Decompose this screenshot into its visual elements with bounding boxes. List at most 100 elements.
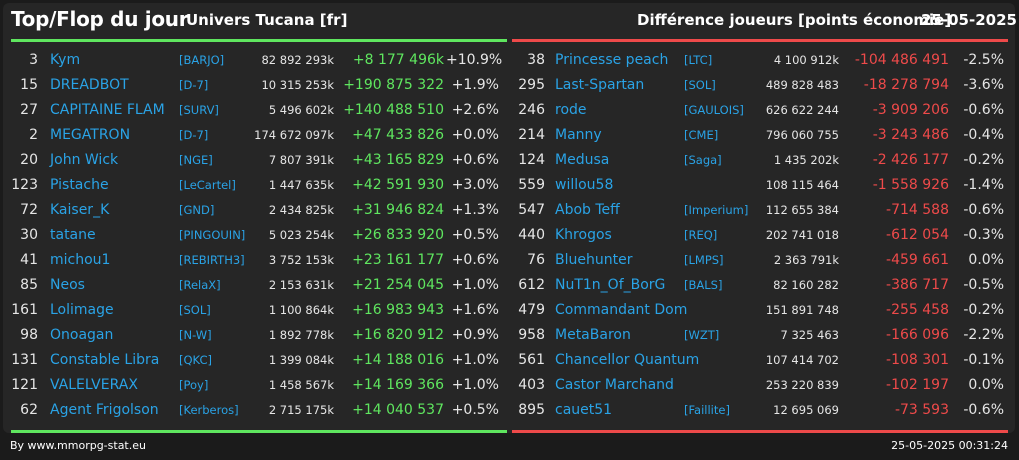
top-tag[interactable]: [Poy] bbox=[179, 378, 209, 392]
top-tag[interactable]: [REBIRTH3] bbox=[179, 253, 245, 267]
top-name[interactable]: Kym bbox=[50, 52, 81, 68]
flop-name[interactable]: cauet51 bbox=[555, 402, 613, 418]
top-name[interactable]: MEGATRON bbox=[50, 127, 131, 143]
flop-tag[interactable]: [GAULOIS] bbox=[684, 103, 744, 117]
top-name[interactable]: tatane bbox=[50, 227, 96, 243]
flop-diff: -108 301 bbox=[886, 352, 949, 368]
top-name[interactable]: Neos bbox=[50, 277, 85, 293]
top-name[interactable]: Constable Libra bbox=[50, 352, 160, 368]
flop-tag[interactable]: [BALS] bbox=[684, 278, 723, 292]
top-tag[interactable]: [BARJO] bbox=[179, 53, 225, 67]
flop-pct: -1.4% bbox=[963, 177, 1004, 193]
top-name[interactable]: DREADBOT bbox=[50, 77, 129, 93]
top-diff: +16 983 943 bbox=[352, 302, 444, 318]
top-name[interactable]: Pistache bbox=[50, 177, 109, 193]
flop-name[interactable]: Princesse peach bbox=[555, 52, 669, 68]
flop-rank: 246 bbox=[518, 102, 545, 118]
flop-pct: -2.5% bbox=[963, 52, 1004, 68]
flop-diff: -3 243 486 bbox=[872, 127, 949, 143]
top-pct: +1.3% bbox=[451, 202, 499, 218]
top-row: 131 Constable Libra [QKC] 1 399 084k +14 188… bbox=[0, 348, 1019, 373]
top-tag[interactable]: [QKC] bbox=[179, 353, 212, 367]
top-pct: +1.0% bbox=[451, 277, 499, 293]
flop-diff: -1 558 926 bbox=[872, 177, 949, 193]
footer-source[interactable]: By www.mmorpg-stat.eu bbox=[10, 439, 146, 452]
top-divider-red bbox=[512, 39, 1008, 42]
flop-rank: 958 bbox=[518, 327, 545, 343]
flop-name[interactable]: willou58 bbox=[555, 177, 614, 193]
top-tag[interactable]: [D-7] bbox=[179, 128, 209, 142]
flop-row: 38 Princesse peach [LTC] 4 100 912k -104 486… bbox=[0, 48, 1019, 73]
top-divider-green bbox=[11, 39, 507, 42]
top-tag[interactable]: [SOL] bbox=[179, 303, 211, 317]
flop-tag[interactable]: [LMPS] bbox=[684, 253, 724, 267]
flop-name[interactable]: Last-Spartan bbox=[555, 77, 645, 93]
flop-pct: 0.0% bbox=[968, 377, 1004, 393]
top-name[interactable]: michou1 bbox=[50, 252, 111, 268]
top-name[interactable]: Kaiser_K bbox=[50, 202, 110, 218]
flop-name[interactable]: Commandant Dom bbox=[555, 302, 688, 318]
top-name[interactable]: John Wick bbox=[50, 152, 119, 168]
top-diff: +14 040 537 bbox=[352, 402, 444, 418]
flop-row: 403 Castor Marchand 253 220 839 -102 197 0.0… bbox=[0, 373, 1019, 398]
top-row: 121 VALELVERAX [Poy] 1 458 567k +14 169 366 +… bbox=[0, 373, 1019, 398]
top-score: 82 892 293k bbox=[261, 53, 334, 67]
flop-tag[interactable]: [WZT] bbox=[684, 328, 720, 342]
top-tag[interactable]: [SURV] bbox=[179, 103, 219, 117]
flop-tag[interactable]: [SOL] bbox=[684, 78, 716, 92]
top-tag[interactable]: [GND] bbox=[179, 203, 215, 217]
top-row: 30 tatane [PINGOUIN] 5 023 254k +26 833 920 +… bbox=[0, 223, 1019, 248]
flop-name[interactable]: MetaBaron bbox=[555, 327, 631, 343]
top-score: 1 458 567k bbox=[268, 378, 334, 392]
top-pct: +1.9% bbox=[451, 77, 499, 93]
top-tag[interactable]: [NGE] bbox=[179, 153, 213, 167]
flop-name[interactable]: Medusa bbox=[555, 152, 610, 168]
top-rank: 20 bbox=[20, 152, 38, 168]
flop-name[interactable]: rode bbox=[555, 102, 587, 118]
top-row: 15 DREADBOT [D-7] 10 315 253k +190 875 322 +1… bbox=[0, 73, 1019, 98]
flop-diff: -73 593 bbox=[894, 402, 949, 418]
flop-pct: 0.0% bbox=[968, 252, 1004, 268]
flop-diff: -612 054 bbox=[886, 227, 949, 243]
flop-name[interactable]: Chancellor Quantum bbox=[555, 352, 700, 368]
flop-name[interactable]: Khrogos bbox=[555, 227, 612, 243]
flop-name[interactable]: NuT1n_Of_BorG bbox=[555, 277, 666, 293]
top-row: 72 Kaiser_K [GND] 2 434 825k +31 946 824 +1.3… bbox=[0, 198, 1019, 223]
flop-tag[interactable]: [Faillite] bbox=[684, 403, 730, 417]
flop-name[interactable]: Bluehunter bbox=[555, 252, 633, 268]
flop-pct: -0.6% bbox=[963, 402, 1004, 418]
flop-score: 796 060 755 bbox=[765, 128, 839, 142]
top-pct: +0.6% bbox=[451, 252, 499, 268]
flop-rank: 547 bbox=[518, 202, 545, 218]
top-score: 1 399 084k bbox=[268, 353, 334, 367]
top-name[interactable]: Lolimage bbox=[50, 302, 114, 318]
flop-tag[interactable]: [REQ] bbox=[684, 228, 718, 242]
top-tag[interactable]: [N-W] bbox=[179, 328, 212, 342]
top-tag[interactable]: [D-7] bbox=[179, 78, 209, 92]
flop-tag[interactable]: [CME] bbox=[684, 128, 719, 142]
top-name[interactable]: Onoagan bbox=[50, 327, 114, 343]
top-name[interactable]: VALELVERAX bbox=[50, 377, 138, 393]
flop-score: 253 220 839 bbox=[765, 378, 839, 392]
top-tag[interactable]: [PINGOUIN] bbox=[179, 228, 246, 242]
top-tag[interactable]: [RelaX] bbox=[179, 278, 221, 292]
top-tag[interactable]: [LeCartel] bbox=[179, 178, 236, 192]
flop-pct: -0.2% bbox=[963, 152, 1004, 168]
flop-name[interactable]: Manny bbox=[555, 127, 602, 143]
flop-tag[interactable]: [LTC] bbox=[684, 53, 713, 67]
top-row: 98 Onoagan [N-W] 1 892 778k +16 820 912 +0.9% bbox=[0, 323, 1019, 348]
top-rank: 98 bbox=[20, 327, 38, 343]
flop-name[interactable]: Castor Marchand bbox=[555, 377, 674, 393]
flop-score: 202 741 018 bbox=[765, 228, 839, 242]
flop-name[interactable]: Abob Teff bbox=[555, 202, 620, 218]
top-diff: +21 254 045 bbox=[352, 277, 444, 293]
top-tag[interactable]: [Kerberos] bbox=[179, 403, 239, 417]
top-rank: 123 bbox=[11, 177, 38, 193]
flop-tag[interactable]: [Saga] bbox=[684, 153, 722, 167]
top-diff: +31 946 824 bbox=[352, 202, 444, 218]
flop-tag[interactable]: [Imperium] bbox=[684, 203, 749, 217]
top-pct: +0.6% bbox=[451, 152, 499, 168]
top-name[interactable]: CAPITAINE FLAM bbox=[50, 102, 165, 118]
top-name[interactable]: Agent Frigolson bbox=[50, 402, 159, 418]
